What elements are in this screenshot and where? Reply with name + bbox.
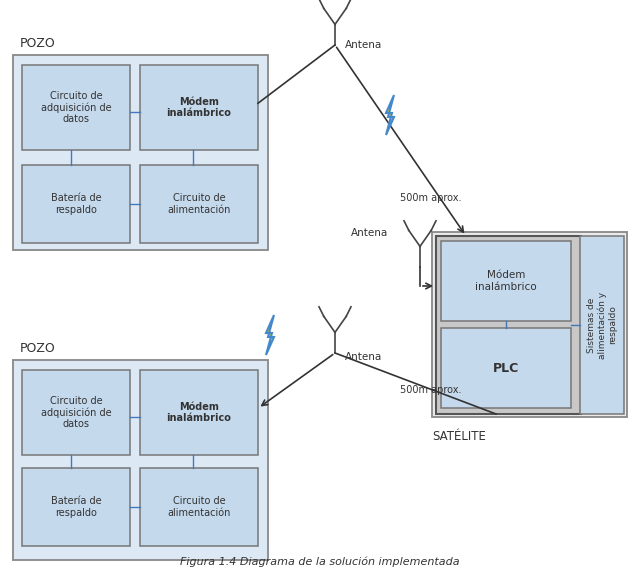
- Text: Batería de
respaldo: Batería de respaldo: [51, 193, 101, 215]
- Bar: [13, 360, 268, 560]
- Text: Módem
inalámbrico: Módem inalámbrico: [166, 402, 232, 423]
- Text: 500m aprox.: 500m aprox.: [400, 193, 461, 203]
- Bar: [140, 468, 258, 546]
- Text: SATÉLITE: SATÉLITE: [432, 430, 486, 443]
- Text: Antena: Antena: [345, 40, 382, 50]
- Text: POZO: POZO: [20, 37, 56, 50]
- Text: Circuito de
alimentación: Circuito de alimentación: [167, 496, 230, 518]
- Polygon shape: [386, 95, 394, 135]
- Text: POZO: POZO: [20, 342, 56, 355]
- Bar: [436, 236, 581, 414]
- Bar: [140, 65, 258, 150]
- Bar: [580, 236, 624, 414]
- Polygon shape: [266, 315, 274, 355]
- Text: Antena: Antena: [345, 352, 382, 362]
- Text: Antena: Antena: [351, 228, 388, 238]
- Bar: [441, 241, 571, 321]
- Bar: [432, 232, 627, 417]
- Text: Circuito de
adquisición de
datos: Circuito de adquisición de datos: [41, 396, 111, 430]
- Text: Figura 1.4 Diagrama de la solución implementada: Figura 1.4 Diagrama de la solución imple…: [180, 557, 460, 567]
- Text: Módem
inalámbrico: Módem inalámbrico: [475, 270, 537, 292]
- Text: Circuito de
alimentación: Circuito de alimentación: [167, 193, 230, 215]
- Bar: [13, 55, 268, 250]
- Text: Sistemas de
alimentación y
respaldo: Sistemas de alimentación y respaldo: [587, 292, 617, 359]
- Text: Circuito de
adquisición de
datos: Circuito de adquisición de datos: [41, 91, 111, 124]
- Text: Batería de
respaldo: Batería de respaldo: [51, 496, 101, 518]
- Bar: [22, 165, 130, 243]
- Bar: [140, 165, 258, 243]
- Bar: [441, 328, 571, 408]
- Bar: [140, 370, 258, 455]
- Text: 500m aprox.: 500m aprox.: [400, 385, 461, 395]
- Text: PLC: PLC: [493, 362, 519, 374]
- Bar: [22, 65, 130, 150]
- Bar: [22, 468, 130, 546]
- Bar: [22, 370, 130, 455]
- Text: Módem
inalámbrico: Módem inalámbrico: [166, 97, 232, 118]
